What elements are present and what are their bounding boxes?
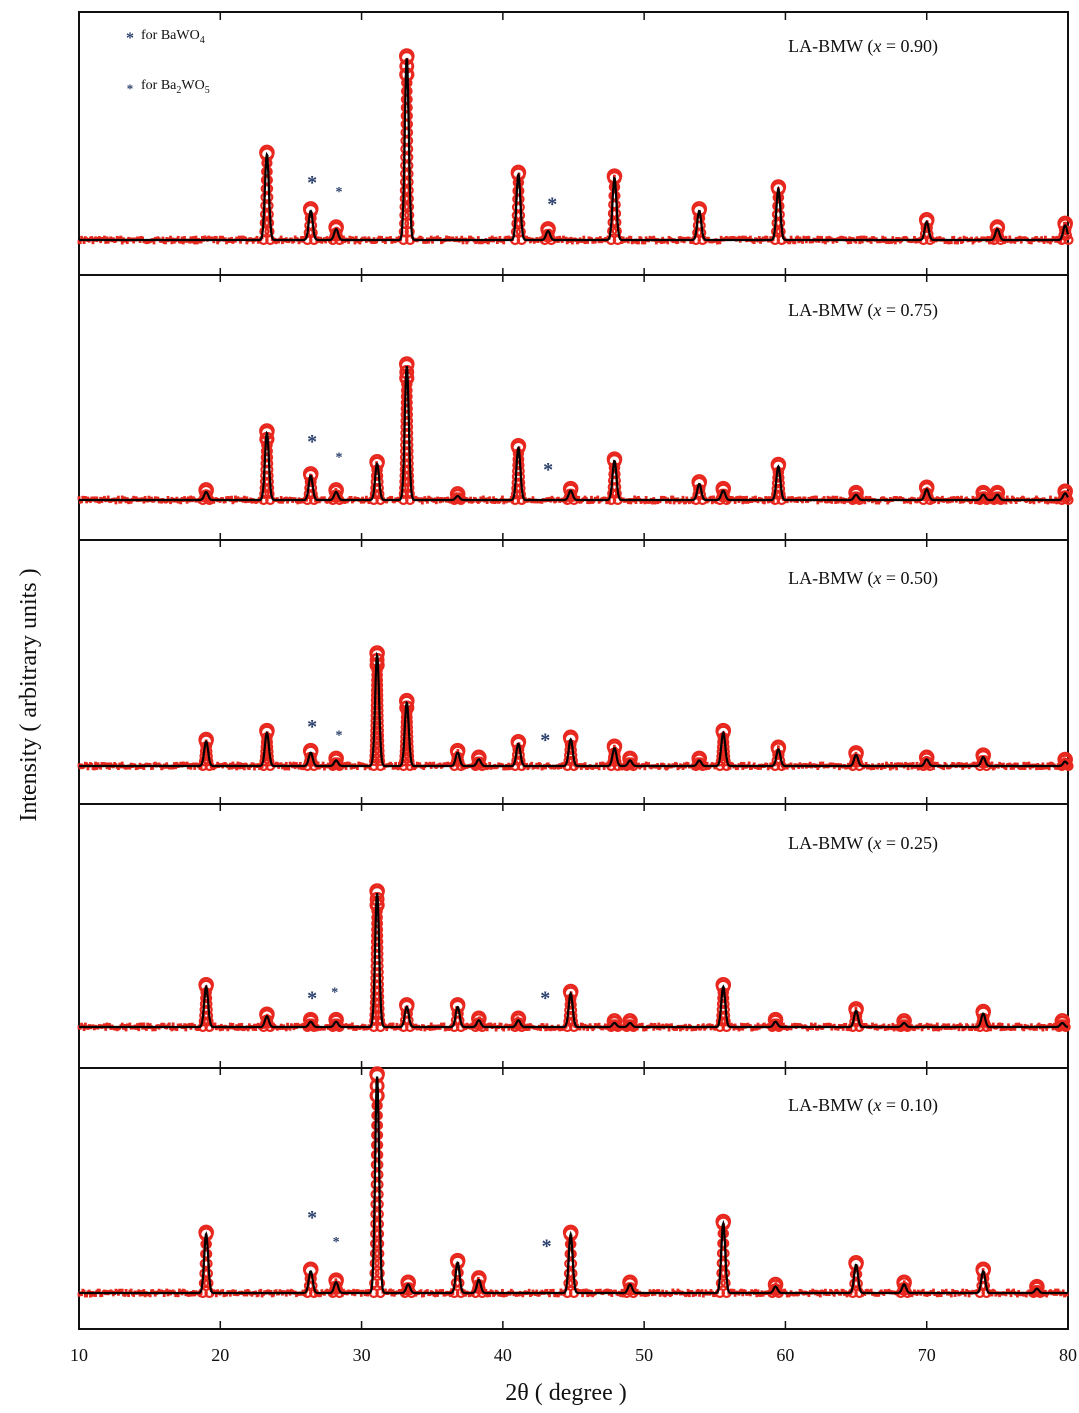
panel-label: LA-BMW (x = 0.75) [788,300,938,321]
panel-label-variable: x [872,833,881,853]
panel-label-prefix: LA-BMW ( [788,833,873,854]
calculated-line [79,59,1068,241]
panel-label-suffix: = 0.50) [881,568,938,589]
panel-label-variable: x [872,36,881,56]
observed-peaks [199,647,1073,771]
panel-0: * * * LA-BMW (x = 0.90) [78,36,1073,282]
panel-label-prefix: LA-BMW ( [788,568,873,589]
panel-2: * * * LA-BMW (x = 0.50) [78,568,1073,811]
impurity-marker: * [335,729,342,744]
panel-label-variable: x [872,568,881,588]
panel-label-prefix: LA-BMW ( [788,36,873,57]
calculated-line [79,893,1068,1027]
impurity-marker: * [307,172,317,194]
panel-label-suffix: = 0.90) [881,36,938,57]
observed-peaks [260,50,1073,245]
impurity-marker: * [540,729,550,751]
calculated-line [79,655,1068,766]
panel-label-suffix: = 0.25) [881,833,938,854]
panel-4: ***LA-BMW (x = 0.10) [78,1068,1069,1298]
observed-peaks [199,358,1073,505]
panel-label: LA-BMW (x = 0.50) [788,568,938,589]
impurity-marker: * [543,459,553,481]
impurity-marker: * [307,431,317,453]
panel-1: * * * LA-BMW (x = 0.75) [78,300,1073,547]
impurity-marker: * [331,985,338,1000]
panel-3: * * * LA-BMW (x = 0.25) [78,833,1070,1075]
impurity-marker: * [335,450,342,465]
panel-label: LA-BMW (x = 0.25) [788,833,938,854]
impurity-marker: * [540,988,550,1010]
panel-label-prefix: LA-BMW ( [788,300,873,321]
impurity-marker: * [307,716,317,738]
impurity-marker: * [335,185,342,200]
panels: ***LA-BMW (x = 0.90)***LA-BMW (x = 0.75)… [78,36,1073,1297]
panel-label-suffix: = 0.75) [881,300,938,321]
plot-frame [79,12,1068,1329]
impurity-marker: * [547,194,557,216]
impurity-marker: * [307,988,317,1010]
observed-peaks [199,885,1070,1032]
panel-label-variable: x [872,300,881,320]
panel-label: LA-BMW (x = 0.90) [788,36,938,57]
calculated-line [79,366,1068,500]
